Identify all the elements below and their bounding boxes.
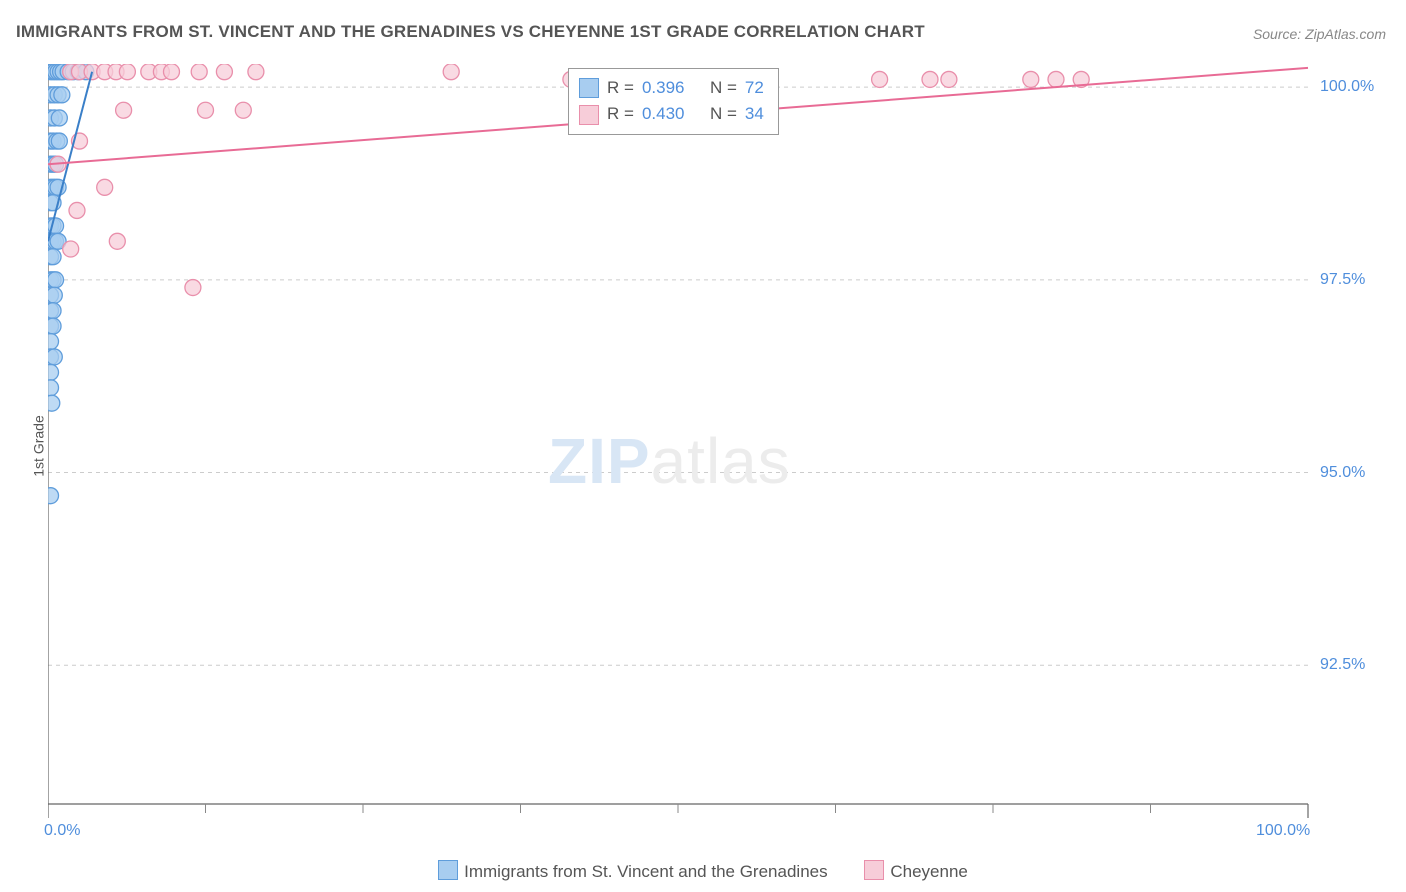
bottom-swatch-2 (864, 860, 884, 880)
bottom-legend: Immigrants from St. Vincent and the Gren… (0, 860, 1406, 882)
correlation-legend: R = 0.396 N = 72 R = 0.430 N = 34 (568, 68, 779, 135)
legend-swatch-series2 (579, 105, 599, 125)
scatter-chart-svg (48, 64, 1388, 844)
legend-r-value-2: 0.430 (642, 101, 685, 127)
source-attribution: Source: ZipAtlas.com (1253, 26, 1386, 42)
legend-n-label: N = (710, 101, 737, 127)
bottom-label-2: Cheyenne (890, 862, 968, 881)
y-tick-3: 100.0% (1320, 78, 1374, 96)
x-tick-min: 0.0% (44, 822, 80, 840)
legend-n-value-1: 72 (745, 75, 764, 101)
legend-row-series1: R = 0.396 N = 72 (579, 75, 764, 101)
legend-r-value-1: 0.396 (642, 75, 685, 101)
bottom-swatch-1 (438, 860, 458, 880)
legend-n-label: N = (710, 75, 737, 101)
legend-r-label: R = (607, 75, 634, 101)
legend-row-series2: R = 0.430 N = 34 (579, 101, 764, 127)
y-tick-1: 95.0% (1320, 464, 1365, 482)
bottom-legend-item-2: Cheyenne (864, 862, 968, 881)
legend-n-value-2: 34 (745, 101, 764, 127)
bottom-label-1: Immigrants from St. Vincent and the Gren… (464, 862, 827, 881)
legend-swatch-series1 (579, 78, 599, 98)
bottom-legend-item-1: Immigrants from St. Vincent and the Gren… (438, 862, 832, 881)
legend-r-label: R = (607, 101, 634, 127)
chart-title: IMMIGRANTS FROM ST. VINCENT AND THE GREN… (16, 22, 925, 42)
chart-container: ZIPatlas R = 0.396 N = 72 R = 0.430 N = … (48, 64, 1388, 844)
y-tick-2: 97.5% (1320, 271, 1365, 289)
y-tick-0: 92.5% (1320, 656, 1365, 674)
y-axis-label: 1st Grade (31, 415, 47, 476)
x-tick-max: 100.0% (1256, 822, 1310, 840)
